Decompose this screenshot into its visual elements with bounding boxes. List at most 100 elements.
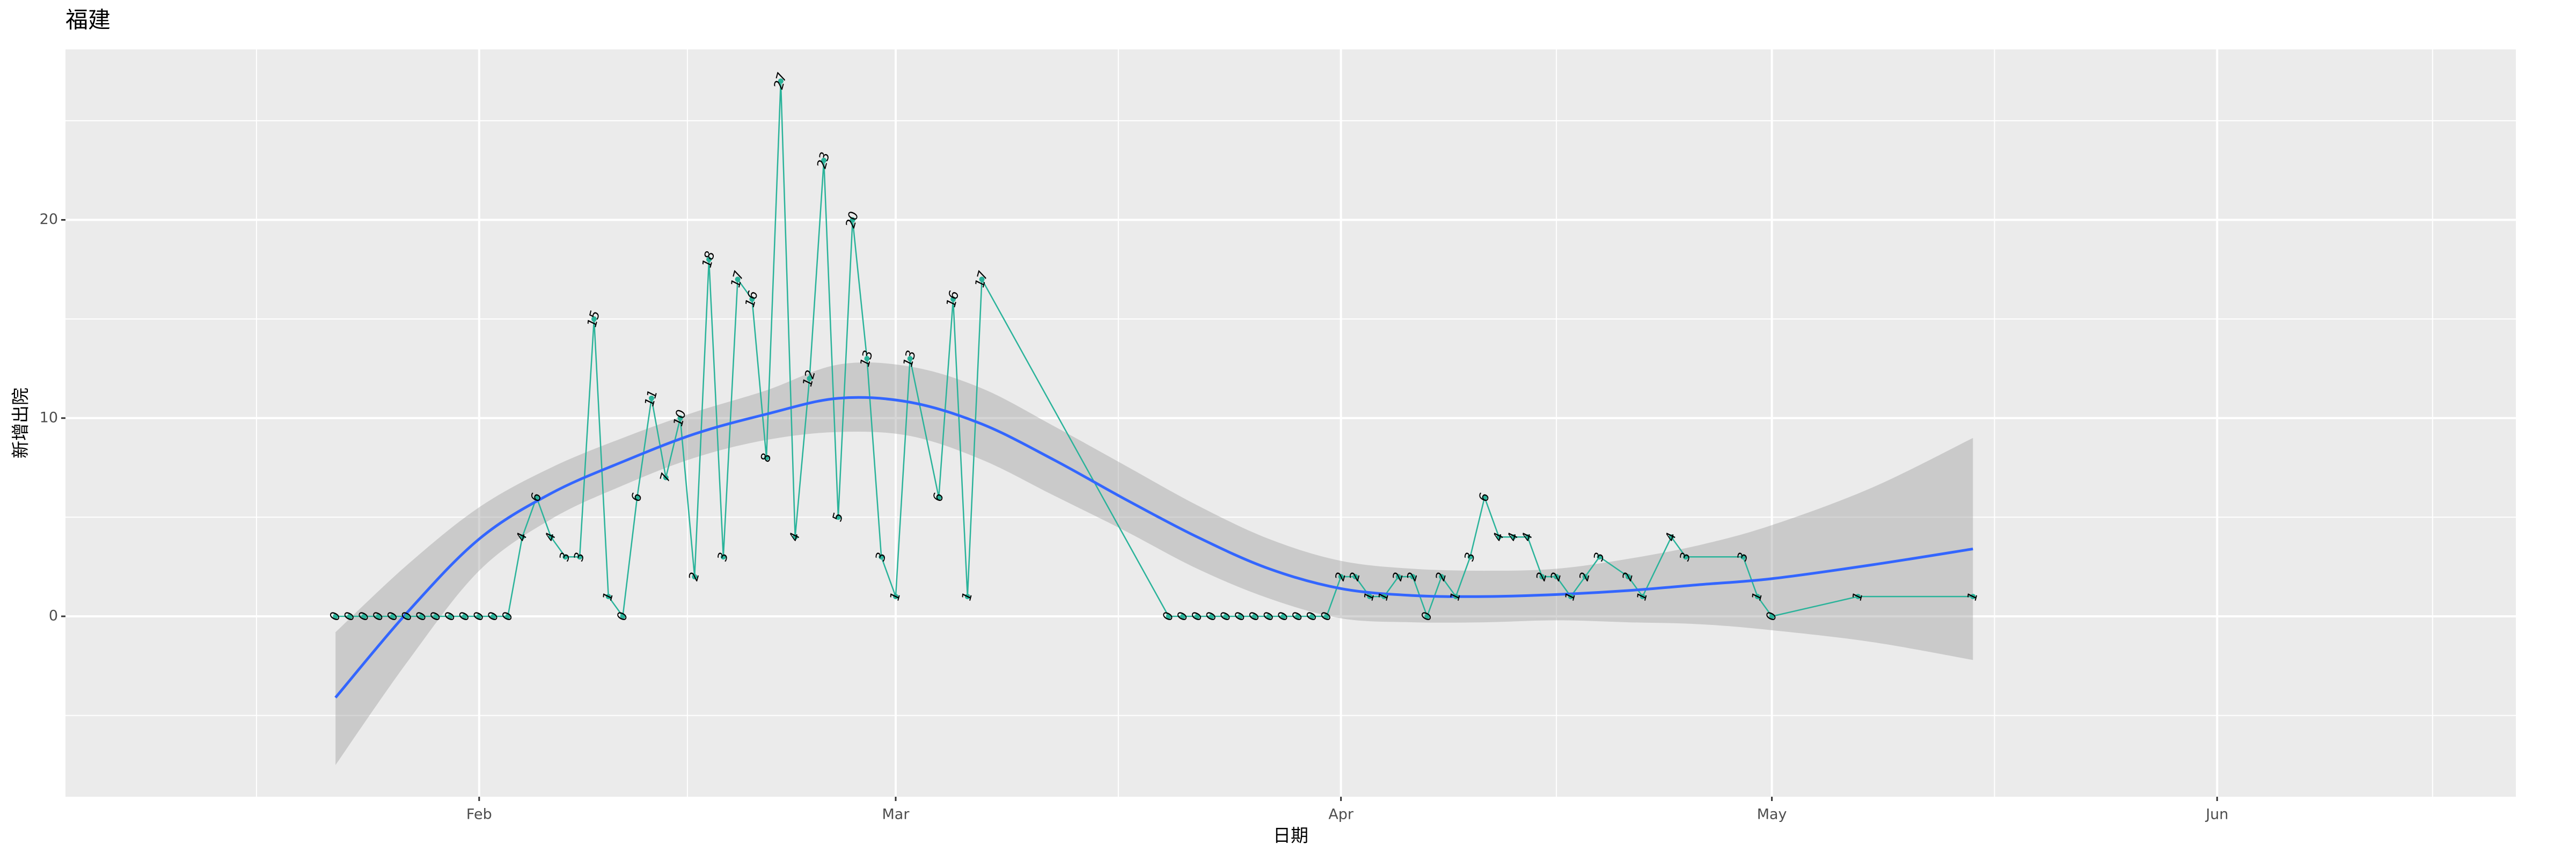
data-label: 3 <box>714 551 731 563</box>
data-label: 2 <box>1332 571 1349 583</box>
data-point <box>347 614 353 619</box>
data-point <box>1195 614 1201 619</box>
data-point <box>333 614 339 619</box>
data-point <box>1367 594 1373 600</box>
data-point <box>735 276 741 282</box>
data-point <box>1482 494 1488 500</box>
x-axis-title: 日期 <box>1273 825 1308 846</box>
y-tick-label: 20 <box>40 211 58 228</box>
data-point <box>792 534 798 540</box>
data-point <box>1496 534 1502 540</box>
data-point <box>936 494 942 500</box>
data-point <box>1625 574 1631 580</box>
data-point <box>821 157 827 163</box>
data-label: 0 <box>384 610 401 622</box>
data-point <box>361 614 367 619</box>
data-point <box>892 594 898 600</box>
data-point <box>533 494 539 500</box>
data-label: 2 <box>686 571 702 583</box>
data-label: 4 <box>1519 531 1535 543</box>
data-point <box>419 614 425 619</box>
data-label: 6 <box>930 491 947 503</box>
data-label: 6 <box>1476 491 1492 503</box>
data-label: 0 <box>470 610 487 622</box>
data-label: 3 <box>1677 551 1694 563</box>
data-label: 4 <box>514 531 530 543</box>
data-point <box>907 356 913 361</box>
data-point <box>964 594 970 600</box>
data-label: 0 <box>1275 610 1291 622</box>
data-point <box>1323 614 1329 619</box>
data-point <box>835 514 841 520</box>
data-label: 0 <box>1246 610 1263 622</box>
data-point <box>548 534 554 540</box>
data-point <box>1740 554 1746 560</box>
data-label: 8 <box>758 452 774 463</box>
data-label: 0 <box>1260 610 1277 622</box>
data-label: 2 <box>1533 571 1550 583</box>
data-point <box>1970 594 1976 600</box>
data-label: 0 <box>341 610 357 622</box>
data-point <box>1769 614 1775 619</box>
data-point <box>1352 574 1358 580</box>
y-axis-title: 新增出院 <box>10 388 31 458</box>
y-tick-label: 0 <box>49 608 58 624</box>
data-point <box>577 554 583 560</box>
data-point <box>663 475 669 481</box>
data-point <box>1683 554 1689 560</box>
data-point <box>979 276 985 282</box>
data-label: 3 <box>873 551 889 563</box>
data-label: 3 <box>571 551 588 563</box>
data-point <box>433 614 439 619</box>
data-label: 0 <box>499 610 516 622</box>
data-label: 6 <box>528 491 544 503</box>
data-point <box>1223 614 1229 619</box>
data-label: 1 <box>599 591 616 602</box>
data-label: 0 <box>355 610 372 622</box>
data-label: 0 <box>370 610 386 622</box>
data-point <box>634 494 640 500</box>
x-tick-label: Apr <box>1328 806 1354 823</box>
data-point <box>1309 614 1315 619</box>
data-label: 2 <box>1548 571 1564 583</box>
data-point <box>491 614 496 619</box>
data-label: 0 <box>327 610 343 622</box>
data-point <box>448 614 453 619</box>
data-label: 1 <box>1562 591 1578 602</box>
data-label: 3 <box>1735 551 1751 563</box>
data-point <box>462 614 468 619</box>
data-point <box>1568 594 1574 600</box>
data-label: 4 <box>542 531 559 543</box>
data-point <box>879 554 884 560</box>
x-tick-label: Mar <box>882 806 910 823</box>
data-label: 0 <box>413 610 429 622</box>
data-point <box>1410 574 1416 580</box>
data-point <box>807 375 813 381</box>
data-point <box>1180 614 1186 619</box>
smooth-line <box>334 396 1973 698</box>
data-label: 2 <box>1433 571 1450 583</box>
data-label: 2 <box>1346 571 1363 583</box>
data-label: 0 <box>1232 610 1248 622</box>
data-point <box>720 554 726 560</box>
data-point <box>1554 574 1560 580</box>
data-label: 4 <box>1504 531 1521 543</box>
data-point <box>950 296 956 302</box>
data-label: 1 <box>1849 591 1866 602</box>
data-point <box>1539 574 1545 580</box>
data-label: 0 <box>1304 610 1320 622</box>
data-point <box>749 296 755 302</box>
data-label: 3 <box>1461 551 1478 563</box>
data-point <box>476 614 482 619</box>
data-label: 1 <box>1447 591 1463 602</box>
data-point <box>1525 534 1531 540</box>
x-tick-label: Jun <box>2205 806 2228 823</box>
data-point <box>706 257 712 263</box>
data-point <box>1582 574 1588 580</box>
data-label: 0 <box>1174 610 1191 622</box>
data-label: 1 <box>1964 591 1981 602</box>
data-label: 4 <box>786 531 803 543</box>
data-point <box>778 78 784 84</box>
data-point <box>1855 594 1861 600</box>
data-point <box>1166 614 1172 619</box>
